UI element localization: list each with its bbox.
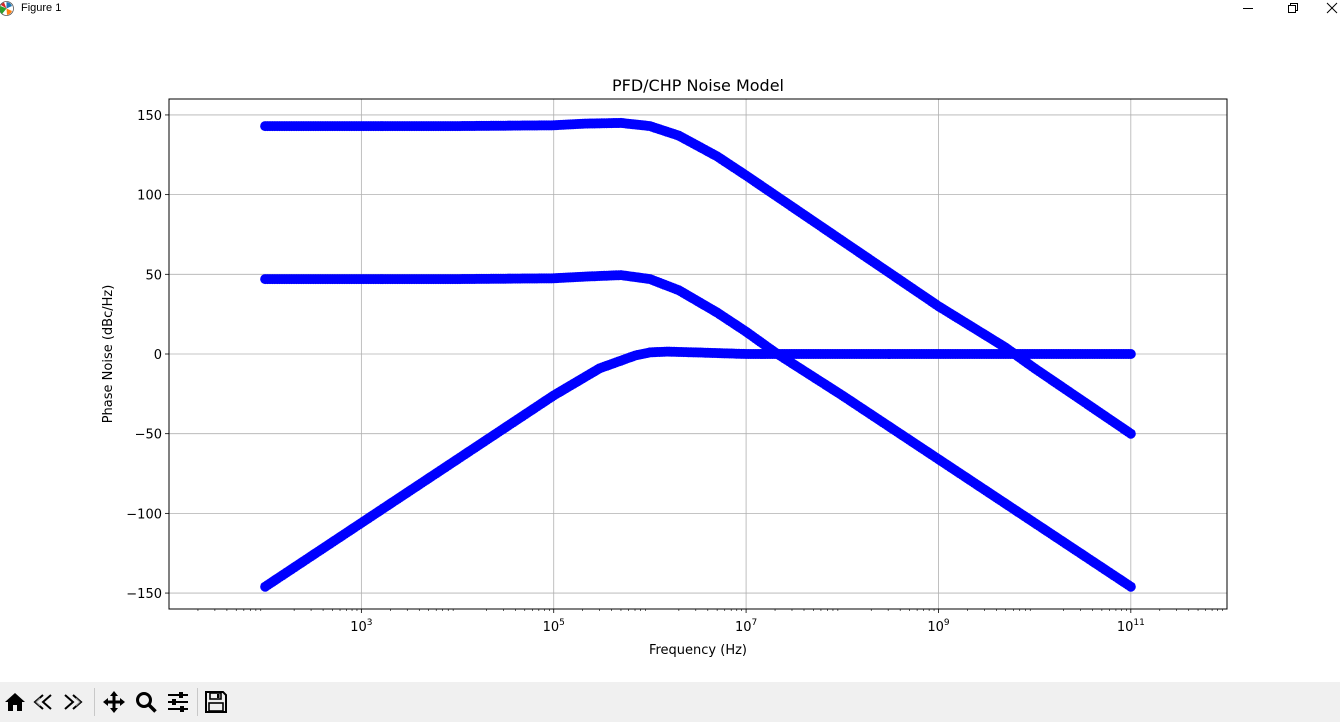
x-tick-label: 1011 <box>1117 618 1145 635</box>
home-button[interactable] <box>2 688 28 716</box>
data-point <box>1125 581 1136 592</box>
x-tick-label: 105 <box>543 618 565 635</box>
configure-subplots-button[interactable] <box>165 688 191 716</box>
x-tick-label: 109 <box>927 618 950 635</box>
figure-canvas[interactable]: PFD/CHP Noise Model 103 105 107 109 1011 150 1… <box>0 18 1340 682</box>
y-tick-label: 100 <box>137 189 162 204</box>
window-title: Figure 1 <box>21 2 62 14</box>
zoom-button[interactable] <box>133 688 159 716</box>
matplotlib-icon <box>0 0 15 17</box>
toolbar-separator <box>94 688 95 716</box>
pan-button[interactable] <box>101 688 127 716</box>
magnifier-icon <box>136 692 157 713</box>
series-1 <box>260 117 1136 439</box>
x-tick-label: 107 <box>735 618 757 635</box>
minimize-icon <box>1243 8 1253 9</box>
close-icon <box>1326 2 1338 14</box>
forward-arrow-icon <box>64 694 83 710</box>
back-arrow-icon <box>33 694 52 710</box>
back-button[interactable] <box>30 688 56 716</box>
y-tick-label: 150 <box>137 109 162 124</box>
restore-button[interactable] <box>1281 0 1305 16</box>
series-2 <box>260 270 1136 592</box>
y-tick-label: −50 <box>135 428 162 443</box>
chart-title: PFD/CHP Noise Model <box>612 76 784 95</box>
axis-ticks: 103 105 107 109 1011 150 100 50 0 −50 −100 −150 <box>126 109 1223 635</box>
y-tick-label: −100 <box>126 507 162 522</box>
sliders-icon <box>168 692 188 712</box>
data-point <box>1125 349 1136 359</box>
x-tick-label: 103 <box>350 618 372 635</box>
x-axis-label: Frequency (Hz) <box>649 643 747 658</box>
series-3 <box>260 346 1136 592</box>
y-tick-label: −150 <box>126 587 162 602</box>
toolbar-separator <box>197 688 198 716</box>
floppy-disk-icon <box>205 691 227 713</box>
close-button[interactable] <box>1320 0 1340 16</box>
data-point <box>1125 428 1136 439</box>
restore-icon <box>1288 3 1298 13</box>
y-tick-label: 0 <box>154 348 162 363</box>
move-icon <box>103 691 125 713</box>
y-tick-label: 50 <box>145 268 162 283</box>
home-icon <box>5 693 25 711</box>
save-button[interactable] <box>203 688 229 716</box>
forward-button[interactable] <box>60 688 86 716</box>
navigation-toolbar <box>0 682 1340 722</box>
chart: PFD/CHP Noise Model 103 105 107 109 10111501… <box>101 76 1228 658</box>
minimize-button[interactable] <box>1236 0 1260 16</box>
data-series <box>260 117 1136 592</box>
title-bar[interactable]: Figure 1 <box>0 0 1340 18</box>
y-axis-label: Phase Noise (dBc/Hz) <box>101 285 116 424</box>
